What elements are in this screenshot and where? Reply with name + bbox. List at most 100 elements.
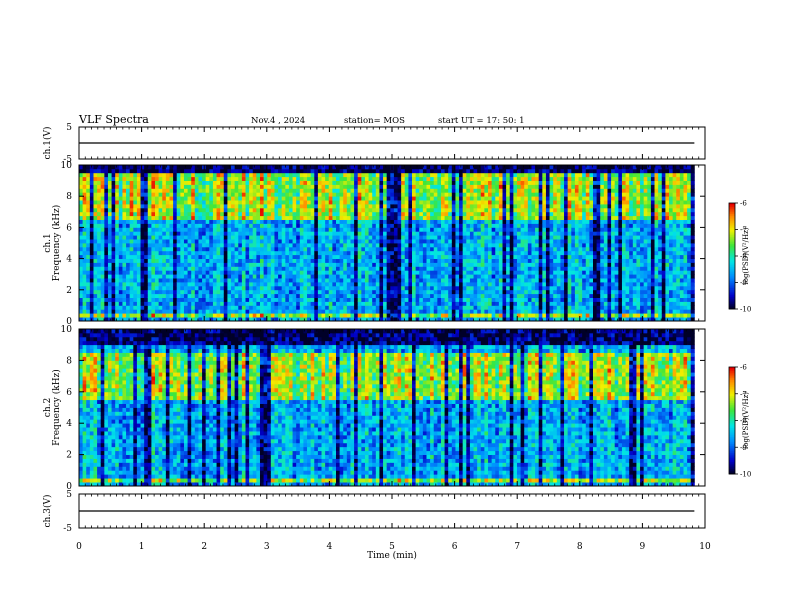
spectrogram-cell	[147, 223, 152, 228]
spectrogram-cell	[263, 254, 268, 259]
spectrogram-cell	[520, 243, 525, 248]
spectrogram-cell	[223, 285, 228, 291]
spectrogram-cell	[350, 293, 355, 298]
spectrogram-cell	[455, 254, 460, 259]
spectrogram-cell	[100, 204, 105, 209]
spectrogram-cell	[328, 231, 333, 236]
spectrogram-cell	[111, 180, 116, 185]
spectrogram-cell	[307, 211, 312, 217]
spectrogram-cell	[419, 278, 424, 283]
spectrogram-cell	[234, 297, 239, 302]
spectrogram-cell	[267, 270, 272, 275]
spectrogram-cell	[158, 297, 163, 302]
spectrogram-cell	[506, 282, 511, 287]
spectrogram-cell	[430, 231, 435, 236]
spectrogram-cell	[198, 239, 203, 244]
spectrogram-cell	[488, 219, 493, 224]
spectrogram-cell	[274, 200, 279, 205]
spectrogram-cell	[169, 239, 174, 244]
spectrogram-cell	[267, 176, 272, 181]
spectrogram-cell	[404, 243, 409, 248]
spectrogram-cell	[303, 285, 308, 291]
spectrogram-cell	[288, 168, 293, 174]
spectrogram-cell	[212, 196, 217, 201]
spectrogram-cell	[274, 172, 279, 178]
spectrogram-cell	[100, 266, 105, 271]
spectrogram-cell	[209, 285, 214, 291]
spectrogram-cell	[267, 305, 272, 310]
spectrogram-cell	[314, 192, 319, 197]
spectrogram-cell	[516, 317, 522, 322]
spectrogram-cell	[97, 285, 102, 291]
spectrogram-cell	[212, 165, 217, 170]
spectrogram-cell	[227, 200, 232, 205]
spectrogram-cell	[455, 192, 460, 197]
spectrogram-cell	[278, 258, 283, 263]
spectrogram-cell	[336, 250, 341, 256]
spectrogram-cell	[122, 239, 127, 244]
spectrogram-cell	[259, 297, 265, 302]
spectrogram-cell	[245, 293, 250, 298]
spectrogram-cell	[364, 176, 369, 181]
spectrogram-cell	[419, 223, 424, 228]
spectrogram-cell	[263, 266, 268, 271]
spectrogram-cell	[100, 239, 105, 244]
spectrogram-cell	[455, 274, 460, 279]
spectrogram-cell	[249, 305, 254, 310]
spectrogram-cell	[437, 301, 442, 306]
spectrogram-cell	[357, 211, 362, 217]
spectrogram-cell	[422, 282, 427, 287]
spectrogram-cell	[383, 211, 388, 217]
spectrogram-cell	[368, 305, 373, 310]
spectrogram-cell	[415, 219, 420, 224]
spectrogram-cell	[136, 192, 141, 197]
spectrogram-cell	[361, 301, 366, 306]
spectrogram-cell	[379, 289, 384, 295]
spectrogram-cell	[278, 274, 283, 279]
spectrogram-cell	[162, 196, 167, 201]
spectrogram-cell	[162, 270, 167, 275]
spectrogram-cell	[136, 215, 141, 220]
spectrogram-cell	[506, 180, 511, 185]
spectrogram-cell	[158, 301, 163, 306]
spectrogram-cell	[364, 196, 369, 201]
spectrogram-cell	[89, 250, 94, 256]
spectrogram-cell	[107, 246, 112, 252]
spectrogram-cell	[223, 258, 228, 263]
spectrogram-cell	[299, 297, 304, 302]
spectrogram-cell	[397, 258, 402, 263]
spectrogram-cell	[343, 235, 348, 240]
spectrogram-cell	[238, 309, 243, 314]
spectrogram-cell	[176, 227, 181, 232]
spectrogram-cell	[364, 254, 369, 259]
spectrogram-cell	[187, 165, 192, 170]
spectrogram-cell	[368, 262, 373, 267]
spectrogram-cell	[241, 235, 246, 240]
spectrogram-cell	[346, 188, 351, 193]
spectrogram-cell	[288, 176, 293, 181]
spectrogram-cell	[216, 289, 221, 295]
spectrogram-cell	[336, 235, 341, 240]
spectrogram-cell	[343, 274, 348, 279]
spectrogram-cell	[317, 180, 322, 185]
spectrogram-cell	[205, 231, 210, 236]
spectrogram-cell	[180, 223, 185, 228]
spectrogram-cell	[115, 258, 120, 263]
spectrogram-cell	[241, 258, 246, 263]
spectrogram-cell	[444, 301, 449, 306]
spectrogram-cell	[448, 184, 453, 189]
spectrogram-cell	[408, 172, 413, 178]
spectrogram-cell	[444, 239, 449, 244]
spectrogram-cell	[437, 270, 442, 275]
spectrogram-cell	[455, 172, 460, 178]
spectrogram-cell	[231, 246, 236, 252]
spectrogram-cell	[133, 250, 138, 256]
spectrogram-cell	[524, 207, 529, 213]
date-label: Nov.4 , 2024	[251, 116, 305, 126]
spectrogram-cell	[346, 227, 351, 232]
spectrogram-cell	[303, 231, 308, 236]
spectrogram-cell	[325, 289, 330, 295]
spectrogram-cell	[144, 266, 149, 271]
spectrogram-cell	[278, 204, 283, 209]
spectrogram-cell	[506, 184, 511, 189]
